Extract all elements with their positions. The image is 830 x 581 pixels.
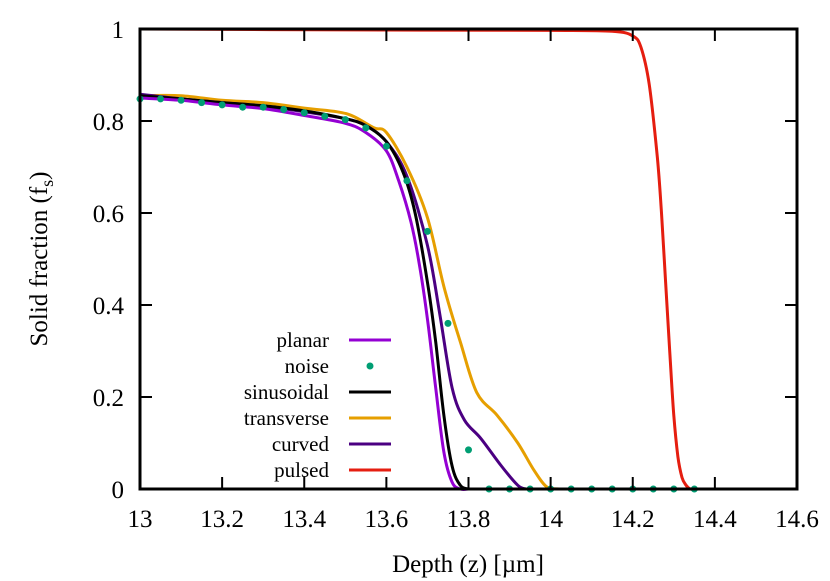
data-point: [198, 99, 206, 107]
legend-item-pulsed: pulsed: [274, 458, 391, 482]
legend-label: sinusoidal: [244, 380, 329, 404]
legend-item-curved: curved: [272, 432, 391, 456]
x-tick-label: 14: [538, 506, 564, 533]
y-axis-subscript: s: [37, 180, 57, 187]
x-tick-label: 13.2: [200, 506, 244, 533]
y-tick-label: 0: [112, 477, 125, 504]
data-point: [423, 227, 431, 235]
x-tick-label: 13.4: [282, 506, 326, 533]
y-tick-label: 1: [112, 17, 125, 44]
legend-label: transverse: [244, 406, 329, 430]
data-point: [403, 177, 411, 185]
series-planar: [138, 96, 470, 491]
data-point: [321, 112, 329, 120]
legend-label: curved: [272, 432, 330, 456]
legend-item-noise: noise: [285, 354, 374, 378]
data-point: [362, 124, 370, 132]
legend-point-icon: [366, 362, 374, 370]
x-tick-label: 14.2: [611, 506, 655, 533]
legend-label: noise: [285, 354, 329, 378]
series-layer: [136, 27, 698, 493]
legend-label: pulsed: [274, 458, 329, 482]
x-tick-label: 13: [128, 506, 153, 533]
series-curved: [138, 92, 528, 491]
data-point: [239, 103, 247, 111]
data-point: [157, 95, 165, 103]
y-tick-labels: 0 0.2 0.4 0.6 0.8 1: [93, 17, 125, 504]
series-noise: [136, 95, 698, 493]
legend-label: planar: [277, 328, 329, 352]
data-point: [300, 109, 308, 117]
data-point: [177, 96, 185, 104]
x-tick-label: 13.6: [365, 506, 409, 533]
y-tick-label: 0.6: [93, 201, 124, 228]
x-tick-label: 13.8: [447, 506, 491, 533]
x-tick-label: 14.6: [775, 506, 819, 533]
y-tick-label: 0.2: [93, 385, 124, 412]
axis-ticks: [139, 28, 798, 490]
data-point: [444, 319, 452, 327]
y-tick-label: 0.8: [93, 109, 124, 136]
legend-item-planar: planar: [277, 328, 391, 352]
series-transverse: [138, 93, 561, 491]
data-point: [465, 446, 472, 454]
y-tick-label: 0.4: [93, 293, 125, 320]
legend: planarnoisesinusoidaltransversecurvedpul…: [244, 328, 391, 482]
x-tick-label: 14.4: [693, 506, 737, 533]
y-axis-title: Solid fraction (fs): [26, 171, 57, 346]
legend-item-sinusoidal: sinusoidal: [244, 380, 391, 404]
data-point: [280, 106, 288, 113]
plot-frame: [138, 27, 799, 491]
data-point: [218, 101, 226, 109]
x-tick-labels: 13 13.2 13.4 13.6 13.8 14 14.2 14.4 14.6: [128, 506, 819, 533]
data-point: [341, 116, 349, 124]
x-axis-title: Depth (z) [µm]: [392, 551, 544, 578]
legend-item-transverse: transverse: [244, 406, 391, 430]
series-sinusoidal: [138, 94, 470, 491]
data-point: [259, 103, 267, 111]
data-point: [382, 142, 390, 150]
